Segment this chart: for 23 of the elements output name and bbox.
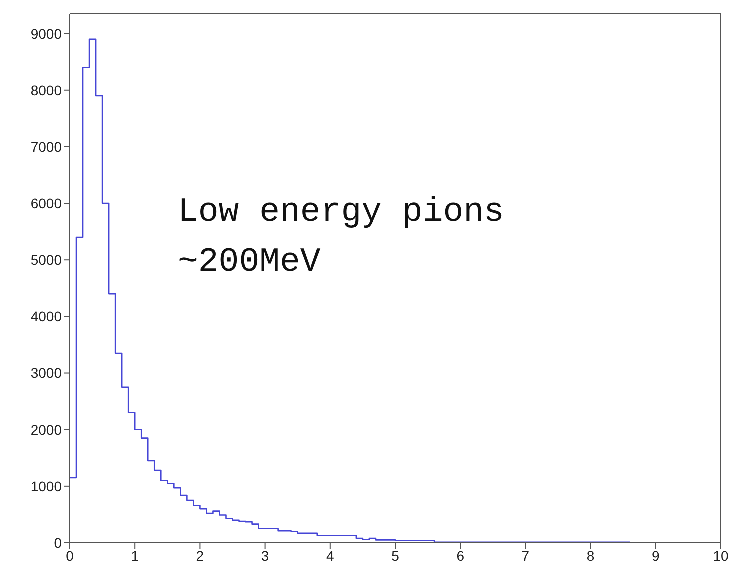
x-tick-label: 2 bbox=[196, 548, 204, 564]
x-tick-label: 3 bbox=[261, 548, 270, 564]
annotation: Low energy pions bbox=[178, 193, 504, 234]
x-tick-label: 7 bbox=[522, 548, 530, 564]
y-tick-label: 3000 bbox=[30, 365, 62, 382]
x-tick-label: 1 bbox=[131, 548, 140, 564]
y-tick-label: 8000 bbox=[30, 82, 62, 98]
x-tick-label: 10 bbox=[713, 548, 729, 564]
y-tick-label: 9000 bbox=[30, 26, 62, 42]
x-tick-label: 0 bbox=[66, 548, 74, 564]
x-tick-label: 6 bbox=[456, 548, 465, 564]
y-tick-label: 2000 bbox=[30, 422, 62, 438]
y-tick-label: 0 bbox=[54, 534, 62, 551]
x-tick-label: 8 bbox=[586, 548, 595, 564]
y-tick-label: 6000 bbox=[30, 196, 62, 212]
x-tick-label: 5 bbox=[392, 548, 400, 564]
x-tick-label: 4 bbox=[326, 548, 334, 564]
y-tick-label: 7000 bbox=[30, 138, 62, 155]
y-tick-label: 5000 bbox=[30, 252, 62, 268]
x-tick-label: 9 bbox=[652, 548, 660, 564]
y-tick-label: 4000 bbox=[30, 308, 62, 325]
y-tick-label: 1000 bbox=[30, 478, 62, 494]
annotation: ~200MeV bbox=[178, 243, 322, 284]
